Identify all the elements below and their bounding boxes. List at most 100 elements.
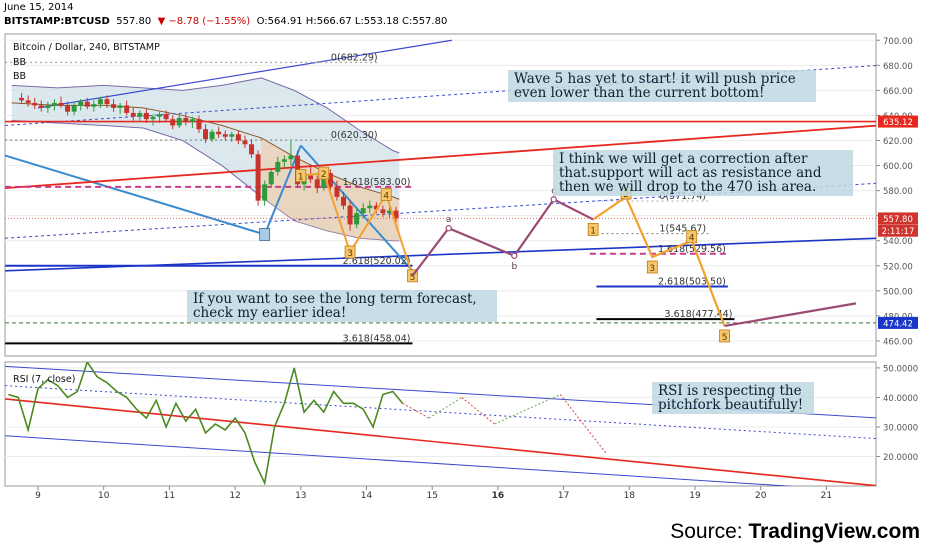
- x-axis-label: 21: [821, 491, 832, 501]
- forecast-impulse-path: [592, 195, 726, 327]
- fib-level-label: 3.618(477.44): [665, 309, 733, 320]
- price-axis-label: 600.00: [883, 162, 913, 172]
- fib-level-label: 1.618(583.00): [343, 177, 411, 188]
- candle-body: [157, 114, 163, 117]
- candle-body: [334, 186, 340, 197]
- candle-body: [25, 100, 31, 103]
- forecast-wave-label: 5: [722, 333, 728, 343]
- candle-body: [268, 171, 274, 185]
- price-axis-label: 580.00: [883, 187, 913, 197]
- candle-body: [209, 131, 215, 140]
- candle-body: [242, 140, 248, 145]
- annotation-correction: I think we will get a correction after t…: [553, 150, 853, 196]
- candle-body: [281, 159, 287, 162]
- chart-date: June 15, 2014: [4, 2, 74, 13]
- candle-body: [203, 129, 209, 140]
- rsi-forecast-segment: [402, 402, 430, 419]
- wave-count-label: 5: [410, 273, 416, 283]
- bb-legend-1: BB: [13, 57, 27, 68]
- candle-body: [354, 213, 360, 225]
- candle-body: [71, 105, 77, 112]
- candle-body: [249, 144, 255, 155]
- candle-body: [341, 196, 347, 206]
- candle-body: [367, 205, 373, 209]
- forecast-wave-marker: [686, 230, 698, 244]
- x-axis-label: 13: [295, 491, 306, 501]
- candle-body: [137, 112, 143, 117]
- wave-count-label: 4: [383, 191, 389, 201]
- candle-body: [275, 161, 281, 172]
- candle-body: [229, 134, 235, 137]
- forecast-point: [445, 225, 452, 232]
- ohlc-values: O:564.91 H:566.67 L:553.18 C:557.80: [256, 16, 448, 27]
- candle-body: [196, 119, 202, 130]
- candle-body: [308, 175, 314, 180]
- price-marker-label: 557.80: [883, 215, 913, 225]
- forecast-wave-label: 3: [649, 264, 655, 274]
- downtrend-line: [5, 154, 265, 236]
- forecast-point: [511, 252, 518, 259]
- candle-body: [19, 97, 25, 101]
- x-axis-label: 19: [689, 491, 701, 501]
- forecast-wave-marker: [719, 329, 730, 343]
- rsi-forecast-segment: [559, 394, 607, 454]
- rsi-axis-label: 30.0000: [883, 423, 918, 433]
- candle-body: [111, 104, 117, 108]
- source-credit: Source: TradingView.com: [670, 520, 920, 544]
- price-marker-box: [878, 224, 918, 237]
- candle-body: [65, 105, 71, 112]
- x-axis-label: 17: [558, 491, 569, 501]
- price-axis-label: 700.00: [883, 37, 913, 47]
- price-change: ▼ −8.78 (−1.55%): [157, 16, 251, 27]
- candle-body: [222, 134, 228, 137]
- candle-body: [78, 101, 84, 106]
- rsi-axis-label: 40.0000: [883, 394, 918, 404]
- candle-body: [38, 105, 44, 108]
- symbol-quote-line: BITSTAMP:BTCUSD 557.80 ▼ −8.78 (−1.55%) …: [4, 16, 447, 27]
- candle-body: [150, 116, 156, 120]
- wave-count-marker: [318, 166, 330, 180]
- wave-one-line: [263, 145, 302, 235]
- rsi-axis-label: 20.0000: [883, 453, 918, 463]
- resistance-red-line: [5, 124, 876, 190]
- candle-body: [97, 99, 103, 105]
- x-axis-label: 12: [229, 491, 240, 501]
- candle-body: [360, 208, 366, 214]
- annotation-rsi: RSI is respecting the pitchfork beautifu…: [652, 382, 814, 414]
- price-marker-label: 2:11:17: [882, 227, 915, 237]
- fib-level-label: 3.618(458.04): [343, 333, 411, 344]
- candle-body: [393, 210, 399, 219]
- price-marker-box: [878, 115, 918, 128]
- candle-body: [124, 105, 130, 113]
- fib-level-label: 1.618(529.56): [658, 244, 726, 255]
- x-axis-label: 9: [35, 491, 41, 501]
- forecast-wave-marker: [587, 223, 599, 236]
- candle-body: [143, 112, 149, 120]
- source-brand: TradingView.com: [748, 520, 920, 543]
- candle-body: [255, 154, 261, 201]
- price-marker-label: 635.12: [883, 118, 913, 128]
- x-axis-label: 14: [361, 491, 373, 501]
- candle-body: [32, 102, 38, 106]
- rsi-forecast-segment: [428, 397, 463, 419]
- candle-body: [321, 173, 327, 189]
- rsi-pitchfork-lower: [5, 435, 795, 486]
- fib-level-label: 0(571.74): [659, 191, 706, 202]
- candle-body: [104, 99, 110, 105]
- rsi-line: [8, 362, 404, 486]
- rsi-legend: RSI (7, close): [13, 374, 76, 385]
- candle-body: [373, 205, 379, 210]
- x-axis-label: 10: [98, 491, 110, 501]
- price-marker-label: 474.42: [883, 319, 913, 329]
- forecast-wave-marker: [646, 260, 658, 274]
- fib-level-label: 2.618(520.02): [343, 256, 411, 267]
- x-axis-label: 20: [755, 491, 767, 501]
- candle-body: [84, 101, 90, 107]
- x-axis-label: 11: [164, 491, 175, 501]
- candle-body: [262, 184, 268, 201]
- wave-count-marker: [295, 169, 307, 182]
- bb-upper-line: [11, 77, 400, 154]
- x-axis-label: 18: [624, 491, 636, 501]
- fib-level-label: 2.618(503.50): [658, 276, 726, 287]
- rsi-axis-label: 50.0000: [883, 364, 918, 374]
